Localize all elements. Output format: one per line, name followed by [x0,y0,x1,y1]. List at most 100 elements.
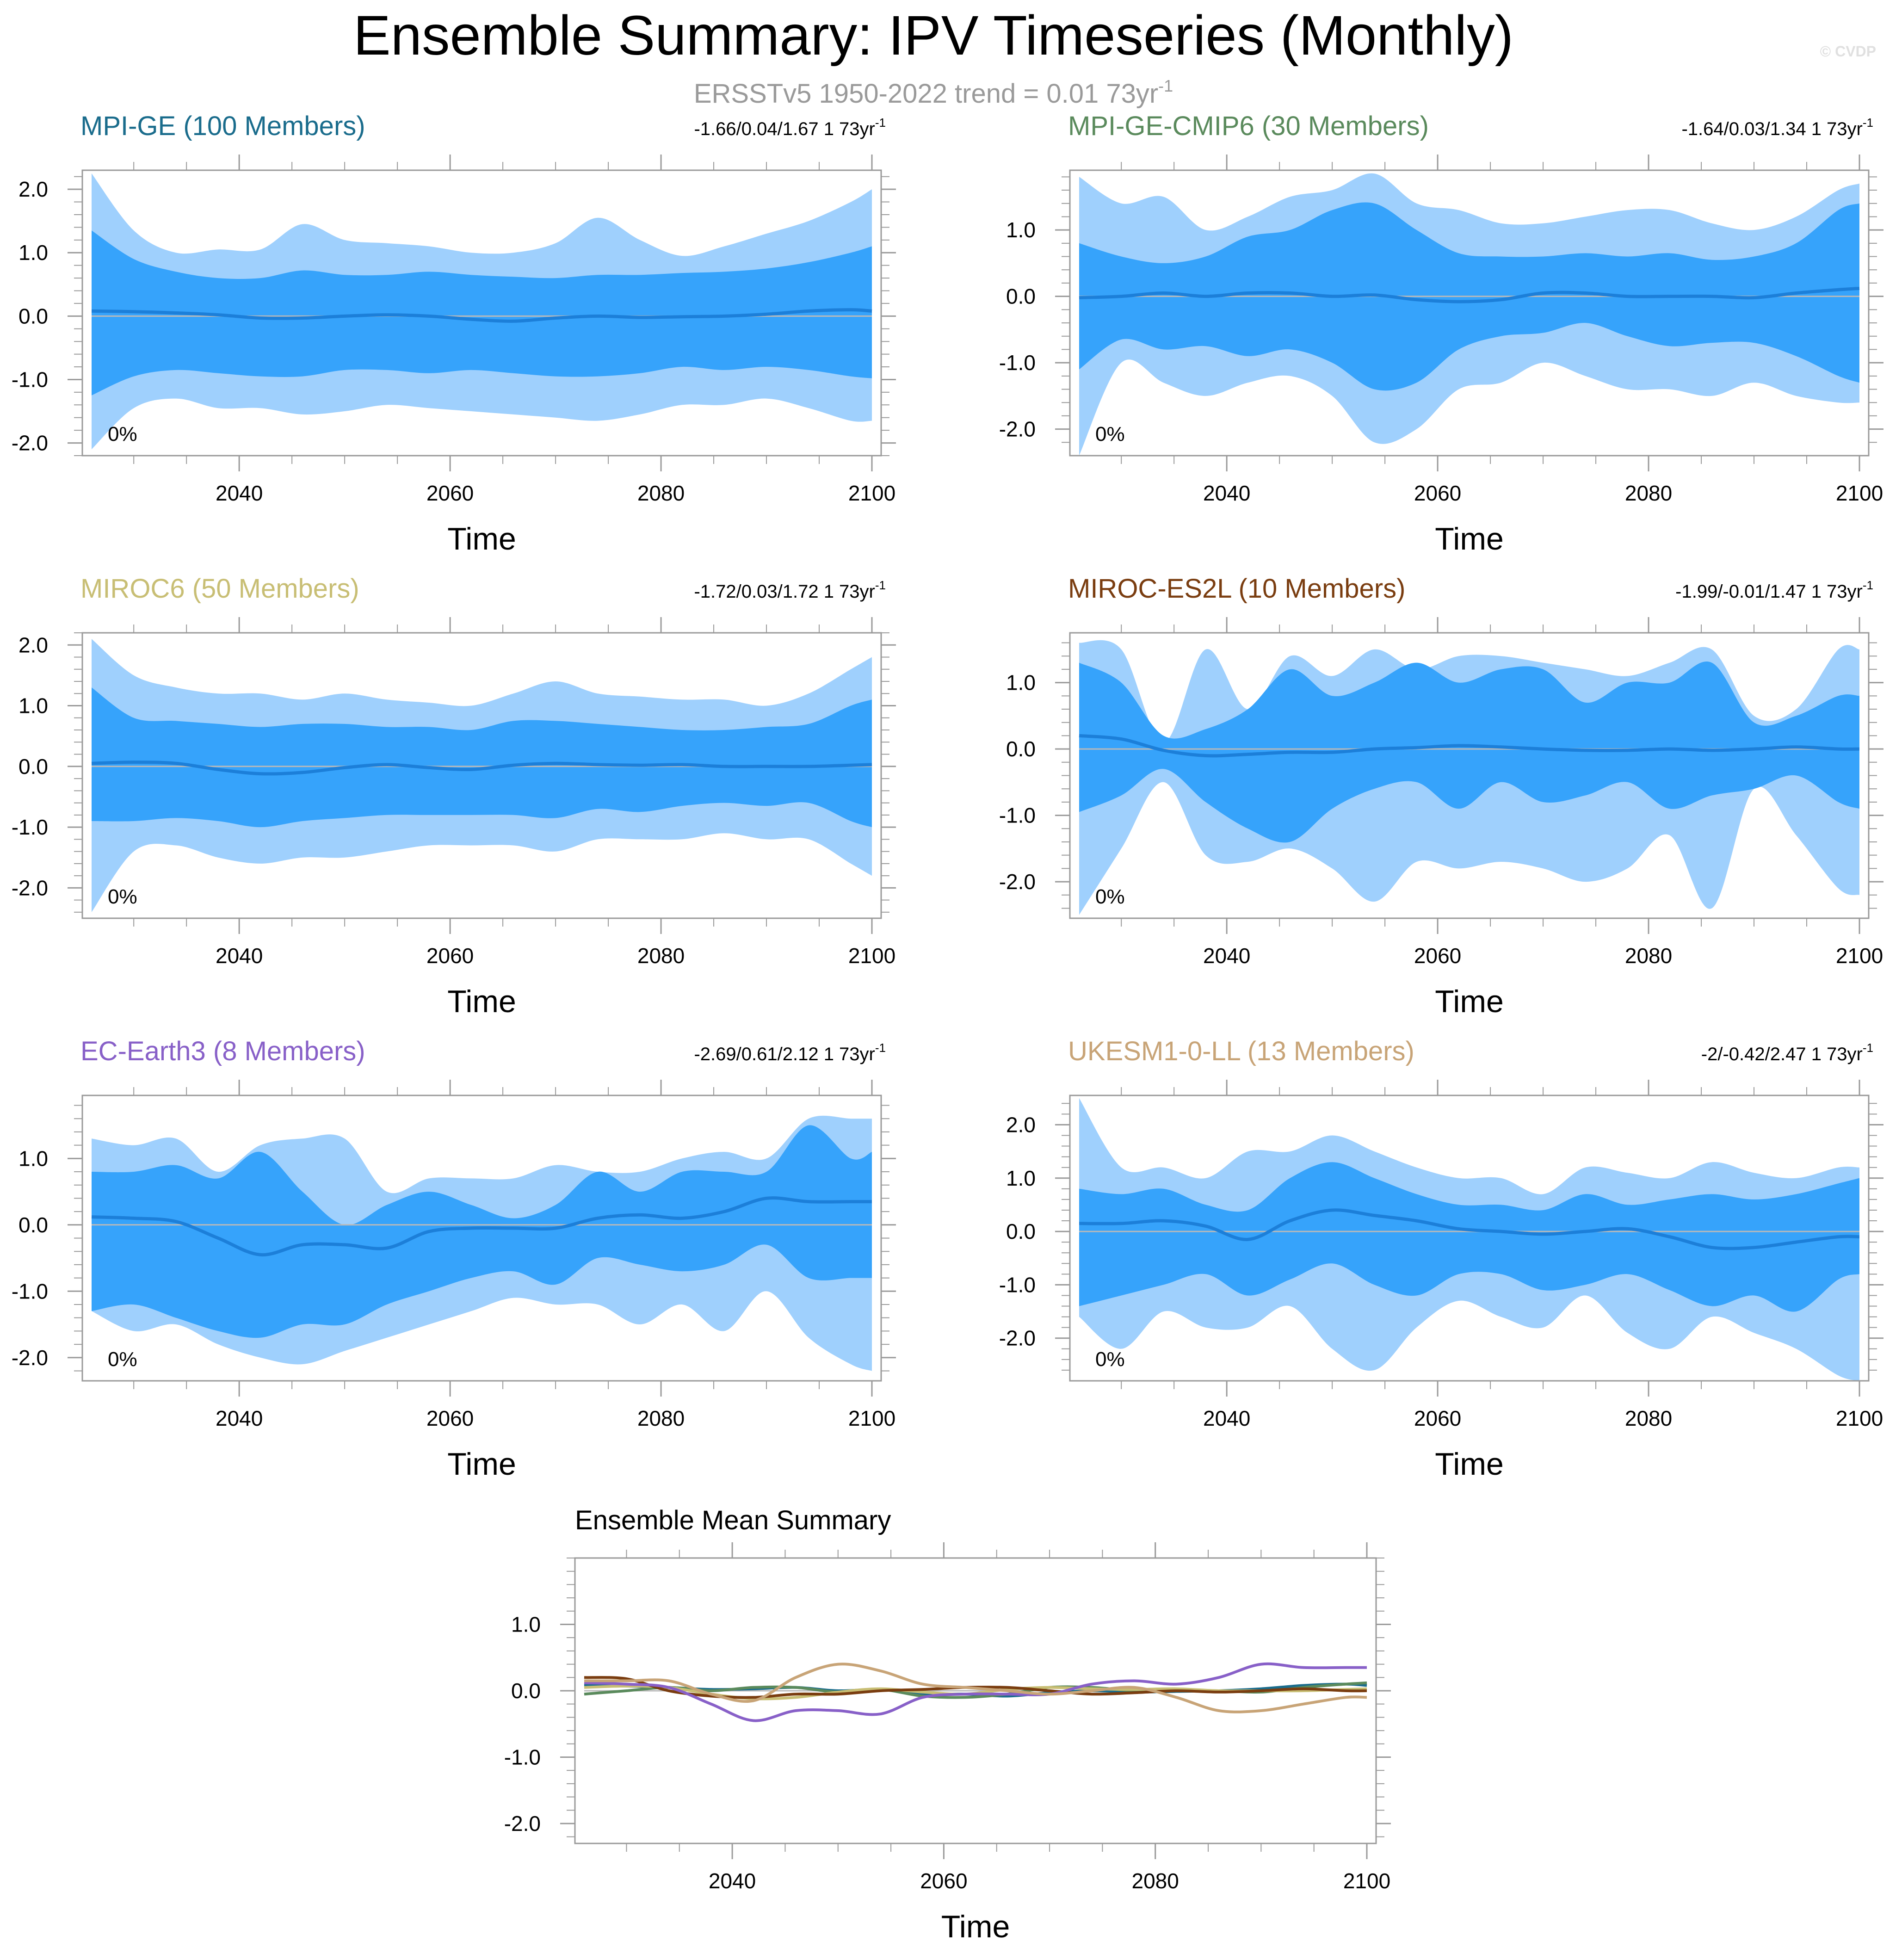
figure-subtitle: ERSSTv5 1950-2022 trend = 0.01 73yr-1 [694,76,1173,109]
percent-label: 0% [108,885,137,908]
percent-label: 0% [1095,423,1125,445]
ensemble-mean-line [91,761,872,776]
stats-exponent: -1 [875,116,886,130]
ensemble-mean-line [91,308,872,323]
y-tick-label: -2.0 [999,870,1036,894]
y-tick-label: -2.0 [999,1326,1036,1350]
y-tick-label: 2.0 [1006,1113,1036,1137]
y-tick-label: -1.0 [12,815,48,839]
y-tick-label: 1.0 [19,694,48,718]
y-tick-label: 1.0 [1006,218,1036,242]
stats-text: -2/-0.42/2.47 1 73yr [1701,1044,1863,1064]
x-tick-label: 2080 [1625,1406,1672,1430]
y-tick-label: 0.0 [1006,284,1036,309]
inner-spread-band [92,1125,872,1338]
ensemble-mean-line [1079,1208,1860,1250]
y-tick-label: 0.0 [19,304,48,328]
x-tick-label: 2060 [426,944,474,968]
inner-spread-band [1079,662,1859,843]
plot-area [91,173,872,450]
x-tick-label: 2100 [1343,1869,1390,1893]
x-tick-label: 2080 [637,481,685,505]
stats-text: -1.99/-0.01/1.47 1 73yr [1675,581,1863,602]
x-tick-label: 2100 [1836,944,1883,968]
y-tick-label: 2.0 [19,633,48,657]
y-tick-label: -1.0 [504,1745,541,1769]
stats-exponent: -1 [875,578,886,592]
x-tick-label: 2060 [920,1869,967,1893]
panel-title: MPI-GE (100 Members) [80,111,365,141]
y-tick-label: 1.0 [1006,1166,1036,1190]
y-tick-label: 1.0 [19,241,48,265]
x-axis-label: Time [1435,984,1504,1019]
y-tick-label: 0.0 [1006,1219,1036,1243]
ensemble-mean-line [91,1196,872,1256]
stats-exponent: -1 [1863,578,1873,592]
y-tick-label: -1.0 [12,1279,48,1303]
x-tick-label: 2040 [1203,1406,1250,1430]
panels: MPI-GE (100 Members) -1.66/0.04/1.67 1 73… [12,111,1883,1944]
stats-exponent: -1 [1863,116,1873,130]
panel-2: MPI-GE-CMIP6 (30 Members) -1.64/0.03/1.34… [999,111,1883,556]
stats-text: -1.66/0.04/1.67 1 73yr [694,119,875,139]
panel-title: Ensemble Mean Summary [575,1505,891,1535]
y-tick-label: -2.0 [12,1346,48,1370]
inner-spread-band [1079,1162,1859,1312]
inner-spread-band [92,230,872,396]
panel-6: UKESM1-0-LL (13 Members) -2/-0.42/2.47 1 … [999,1036,1883,1482]
y-tick-label: 1.0 [19,1146,48,1170]
y-tick-label: 0.0 [511,1679,541,1703]
stats-label: -1.64/0.03/1.34 1 73yr-1 [1681,116,1873,139]
x-tick-label: 2100 [848,1406,895,1430]
x-tick-label: 2040 [709,1869,756,1893]
panel-title: UKESM1-0-LL (13 Members) [1068,1036,1414,1066]
y-tick-label: 0.0 [19,1213,48,1237]
stats-label: -1.72/0.03/1.72 1 73yr-1 [694,578,886,602]
ensemble-mean-line [1079,734,1860,758]
x-tick-label: 2080 [1625,944,1672,968]
plot-frame [81,169,882,457]
watermark: © CVDP [1820,43,1876,60]
stats-text: -1.72/0.03/1.72 1 73yr [694,581,875,602]
plot-frame [1069,169,1870,457]
x-tick-label: 2080 [637,1406,685,1430]
subtitle-text: ERSSTv5 1950-2022 trend = 0.01 73yr [694,79,1158,109]
panel-1: MPI-GE (100 Members) -1.66/0.04/1.67 1 73… [12,111,896,556]
x-tick-label: 2080 [1132,1869,1179,1893]
panel-4: MIROC-ES2L (10 Members) -1.99/-0.01/1.47 … [999,574,1883,1019]
stats-label: -1.99/-0.01/1.47 1 73yr-1 [1675,578,1873,602]
x-tick-label: 2100 [1836,481,1883,505]
percent-label: 0% [1095,885,1125,908]
y-tick-label: 0.0 [1006,737,1036,761]
x-tick-label: 2080 [1625,481,1672,505]
plot-frame [81,632,882,919]
panel-title: MPI-GE-CMIP6 (30 Members) [1068,111,1429,141]
y-tick-label: 1.0 [1006,671,1036,695]
ensemble-mean-line [1079,286,1860,303]
y-tick-label: -1.0 [999,1273,1036,1297]
plot-area [91,639,872,912]
panel-7: Ensemble Mean Summary 1.0 0.0 -1.0 -2.0 2040 2… [504,1505,1391,1944]
x-axis-label: Time [1435,1447,1504,1482]
x-tick-label: 2080 [637,944,685,968]
x-tick-label: 2060 [1414,944,1461,968]
panel-3: MIROC6 (50 Members) -1.72/0.03/1.72 1 73y… [12,574,896,1019]
x-tick-label: 2040 [216,944,263,968]
x-tick-label: 2060 [1414,1406,1461,1430]
y-tick-label: -1.0 [999,804,1036,828]
stats-text: -1.64/0.03/1.34 1 73yr [1681,119,1862,139]
panel-title: MIROC6 (50 Members) [80,574,359,604]
x-tick-label: 2060 [1414,481,1461,505]
plot-frame [574,1557,1377,1844]
x-tick-label: 2100 [848,481,895,505]
stats-label: -1.66/0.04/1.67 1 73yr-1 [694,116,886,139]
series-line-miroc-es2l [584,1676,1367,1699]
panel-5: EC-Earth3 (8 Members) -2.69/0.61/2.12 1 7… [12,1036,896,1482]
y-tick-label: 0.0 [19,754,48,779]
x-tick-label: 2100 [1836,1406,1883,1430]
y-tick-label: 1.0 [511,1612,541,1636]
x-axis-label: Time [447,521,516,556]
plot-area [1079,173,1860,456]
panel-title: EC-Earth3 (8 Members) [80,1036,365,1066]
